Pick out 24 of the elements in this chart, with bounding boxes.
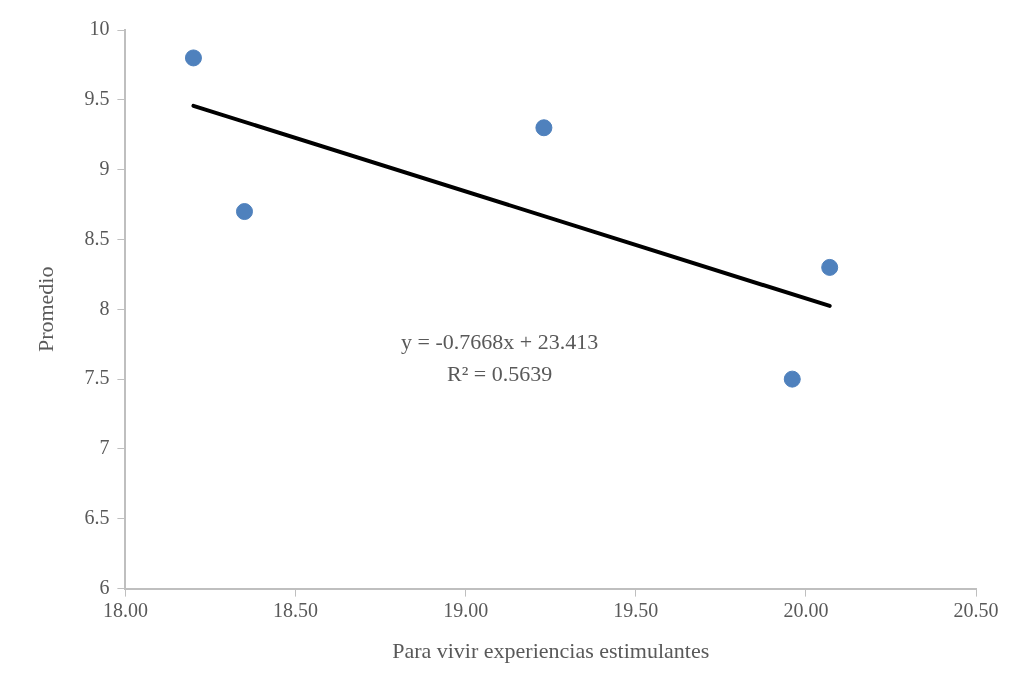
x-tick-label: 20.00 (783, 598, 829, 621)
y-tick-label: 6 (99, 575, 110, 598)
point (535, 119, 553, 137)
y-tick-label: 8.5 (84, 226, 110, 249)
x-tick-label: 18.50 (273, 598, 319, 621)
y-tick-label: 7 (99, 436, 110, 459)
point (184, 49, 202, 67)
x-tick-label: 19.50 (613, 598, 659, 621)
y-tick-label: 9 (99, 156, 110, 179)
y-tick-label: 9.5 (84, 87, 110, 110)
x-tick-label: 18.00 (102, 598, 148, 621)
y-tick-label: 10 (89, 17, 110, 40)
y-tick-label: 6.5 (84, 506, 110, 529)
y-axis-title: Promedio (32, 266, 58, 353)
y-tick-label: 7.5 (84, 366, 110, 389)
point (235, 203, 253, 221)
annotation: y = -0.7668x + 23.413 (401, 328, 599, 354)
point (821, 258, 839, 276)
point (783, 370, 801, 388)
annotation: R² = 0.5639 (447, 360, 553, 386)
y-tick-label: 8 (99, 296, 110, 319)
x-tick-label: 20.50 (953, 598, 999, 621)
x-tick-label: 19.00 (443, 598, 489, 621)
x-axis-title: Para vivir experiencias estimulantes (392, 637, 710, 663)
